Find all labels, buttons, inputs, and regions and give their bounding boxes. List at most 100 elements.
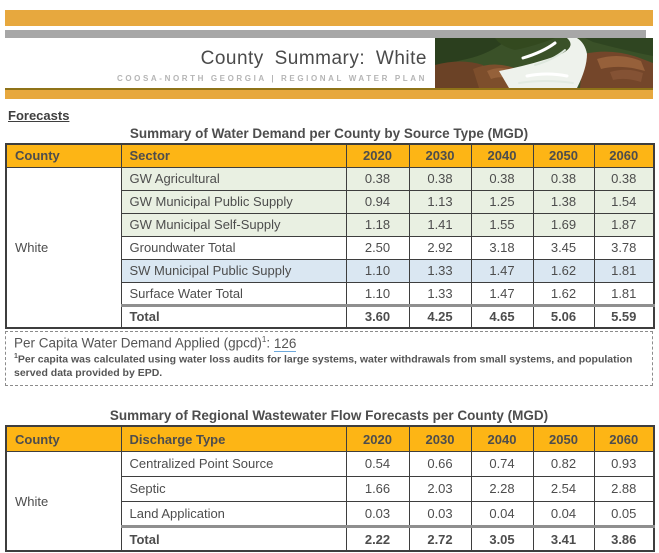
table-row: SW Municipal Public Supply 1.10 1.33 1.47 1.… xyxy=(6,258,655,283)
page-header: County Summary: White COOSA-NORTH GEORGI… xyxy=(5,38,653,88)
value-cell: 3.86 xyxy=(593,524,655,552)
column-header-cell: Sector xyxy=(120,143,347,168)
value-cell: 1.55 xyxy=(470,212,534,237)
value-cell: 0.38 xyxy=(345,166,410,191)
value-cell: 2.50 xyxy=(345,235,410,260)
table-row: Total 2.22 2.72 3.05 3.41 3.86 xyxy=(6,524,655,552)
year-header-cell: 2050 xyxy=(532,143,595,168)
value-cell: 0.82 xyxy=(532,450,595,477)
value-cell: 0.03 xyxy=(408,500,472,527)
top-margin xyxy=(5,0,653,10)
value-cell: 0.38 xyxy=(532,166,595,191)
value-cell: 0.04 xyxy=(532,500,595,527)
value-cell: 1.25 xyxy=(470,189,534,214)
table-row: Total 3.60 4.25 4.65 5.06 5.59 xyxy=(6,303,655,329)
header-bottom-gold-bar xyxy=(5,88,653,99)
wastewater-table: County Discharge Type 2020 2030 2040 2050 2060… xyxy=(5,425,655,553)
row-label-cell: Groundwater Total xyxy=(120,235,347,260)
column-header-cell: Discharge Type xyxy=(120,425,347,452)
value-cell: 2.72 xyxy=(408,524,472,552)
row-label-cell: GW Municipal Public Supply xyxy=(120,189,347,214)
row-label-cell: Surface Water Total xyxy=(120,281,347,306)
year-header-cell: 2040 xyxy=(470,425,534,452)
value-cell: 3.78 xyxy=(593,235,655,260)
value-cell: 0.66 xyxy=(408,450,472,477)
county-cell: White xyxy=(5,450,122,552)
table-row: Groundwater Total 2.50 2.92 3.18 3.45 3.78 xyxy=(6,235,655,260)
footnote-text: Per capita was calculated using water lo… xyxy=(14,353,633,379)
year-header-cell: 2020 xyxy=(345,143,410,168)
value-cell: 0.03 xyxy=(345,500,410,527)
value-cell: 2.92 xyxy=(408,235,472,260)
per-capita-note-box: Per Capita Water Demand Applied (gpcd)1:… xyxy=(5,331,653,387)
value-cell: 4.25 xyxy=(408,303,472,329)
header-row: County Sector 2020 2030 2040 2050 2060 xyxy=(5,143,655,168)
per-capita-value-link[interactable]: 126 xyxy=(273,335,297,352)
footnote-superscript: 1 xyxy=(14,352,18,360)
row-label-cell: GW Agricultural xyxy=(120,166,347,191)
value-cell: 0.94 xyxy=(345,189,410,214)
value-cell: 1.81 xyxy=(593,258,655,283)
value-cell: 0.05 xyxy=(593,500,655,527)
per-capita-separator: : xyxy=(266,335,274,351)
forecasts-section: Forecasts Summary of Water Demand per Co… xyxy=(5,108,655,553)
year-header-cell: 2060 xyxy=(593,143,655,168)
year-header-cell: 2050 xyxy=(532,425,595,452)
value-cell: 2.22 xyxy=(345,524,410,552)
column-header-cell: County xyxy=(5,143,122,168)
year-header-cell: 2030 xyxy=(408,143,472,168)
value-cell: 1.54 xyxy=(593,189,655,214)
value-cell: 1.33 xyxy=(408,281,472,306)
wastewater-table-title: Summary of Regional Wastewater Flow Fore… xyxy=(109,408,549,424)
value-cell: 3.18 xyxy=(470,235,534,260)
value-cell: 1.18 xyxy=(345,212,410,237)
header-text-block: County Summary: White COOSA-NORTH GEORGI… xyxy=(5,38,435,88)
value-cell: 0.74 xyxy=(470,450,534,477)
value-cell: 4.65 xyxy=(470,303,534,329)
value-cell: 1.62 xyxy=(532,258,595,283)
value-cell: 0.38 xyxy=(408,166,472,191)
waterfall-photo xyxy=(435,38,653,88)
value-cell: 0.38 xyxy=(593,166,655,191)
table-row: Septic 1.66 2.03 2.28 2.54 2.88 xyxy=(6,475,655,502)
value-cell: 1.66 xyxy=(345,475,410,502)
value-cell: 2.03 xyxy=(408,475,472,502)
table-row: White GW Agricultural 0.38 0.38 0.38 0.38 0.38 xyxy=(5,166,655,329)
county-cell: White xyxy=(5,166,122,329)
row-label-cell: Septic xyxy=(120,475,347,502)
water-demand-table: County Sector 2020 2030 2040 2050 2060 White GW … xyxy=(5,143,655,329)
per-capita-line: Per Capita Water Demand Applied (gpcd)1:… xyxy=(14,335,644,352)
header-row: County Discharge Type 2020 2030 2040 2050 2060 xyxy=(5,425,655,452)
value-cell: 1.10 xyxy=(345,258,410,283)
page-title: County Summary: White xyxy=(200,48,427,69)
value-cell: 3.60 xyxy=(345,303,410,329)
page-subtitle: COOSA-NORTH GEORGIA | REGIONAL WATER PLA… xyxy=(116,74,427,83)
row-label-cell: SW Municipal Public Supply xyxy=(120,258,347,283)
value-cell: 2.54 xyxy=(532,475,595,502)
value-cell: 0.54 xyxy=(345,450,410,477)
year-header-cell: 2060 xyxy=(593,425,655,452)
top-gold-bar xyxy=(5,10,653,26)
section-heading: Forecasts xyxy=(8,108,70,123)
value-cell: 1.47 xyxy=(470,281,534,306)
year-header-cell: 2040 xyxy=(470,143,534,168)
per-capita-superscript: 1 xyxy=(261,335,267,344)
value-cell: 3.41 xyxy=(532,524,595,552)
table-row: GW Municipal Public Supply 0.94 1.13 1.25 1.… xyxy=(6,189,655,214)
table-row: White Centralized Point Source 0.54 0.66 0.7… xyxy=(5,450,655,552)
value-cell: 2.28 xyxy=(470,475,534,502)
year-header-cell: 2020 xyxy=(345,425,410,452)
per-capita-footnote: 1Per capita was calculated using water l… xyxy=(14,352,644,381)
value-cell: 0.04 xyxy=(470,500,534,527)
value-cell: 1.81 xyxy=(593,281,655,306)
column-header-cell: County xyxy=(5,425,122,452)
row-label-cell: Total xyxy=(120,303,347,329)
gray-divider-bar xyxy=(5,30,646,38)
value-cell: 3.05 xyxy=(470,524,534,552)
value-cell: 0.38 xyxy=(470,166,534,191)
value-cell: 1.69 xyxy=(532,212,595,237)
row-label-cell: GW Municipal Self-Supply xyxy=(120,212,347,237)
value-cell: 2.88 xyxy=(593,475,655,502)
row-label-cell: Land Application xyxy=(120,500,347,527)
